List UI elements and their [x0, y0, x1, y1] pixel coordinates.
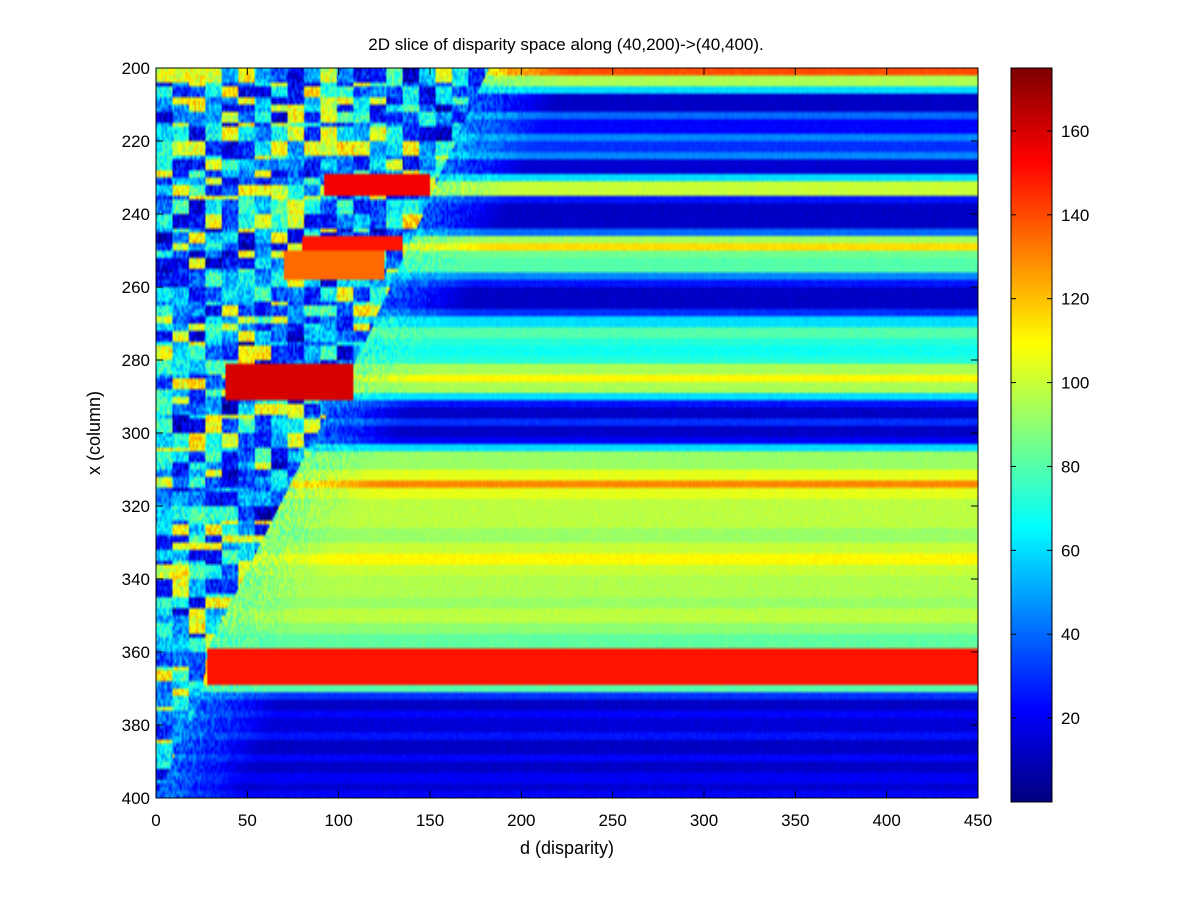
colorbar-tick-label: 60 — [1061, 541, 1080, 560]
y-tick-label: 200 — [122, 59, 150, 78]
colorbar-tick-label: 100 — [1061, 374, 1089, 393]
y-tick-label: 240 — [122, 205, 150, 224]
colorbar-frame — [1010, 67, 1053, 803]
colorbar: 20 40 60 80 100 120 140 160 — [1010, 67, 1089, 803]
colorbar-tick-label: 80 — [1061, 457, 1080, 476]
y-tick-label: 260 — [122, 278, 150, 297]
chart-title: 2D slice of disparity space along (40,20… — [368, 35, 763, 54]
y-tick-label: 300 — [122, 424, 150, 443]
x-tick-label: 200 — [507, 811, 535, 830]
y-tick-label: 320 — [122, 497, 150, 516]
x-tick-label: 100 — [324, 811, 352, 830]
x-tick-label: 350 — [781, 811, 809, 830]
y-tick-label: 340 — [122, 570, 150, 589]
x-axis-label: d (disparity) — [520, 838, 614, 858]
x-tick-label: 150 — [416, 811, 444, 830]
colorbar-ticks: 20 40 60 80 100 120 140 160 — [1011, 122, 1089, 728]
y-tick-label: 400 — [122, 789, 150, 808]
y-tick-label: 360 — [122, 643, 150, 662]
colorbar-gradient — [1011, 68, 1052, 802]
y-axis: 200 220 240 260 280 300 320 340 360 380 400 — [122, 59, 978, 808]
x-tick-label: 50 — [238, 811, 257, 830]
colorbar-tick-label: 120 — [1061, 290, 1089, 309]
y-tick-label: 220 — [122, 132, 150, 151]
heatmap-image — [156, 68, 978, 798]
x-tick-label: 400 — [872, 811, 900, 830]
y-axis-label: x (column) — [84, 391, 104, 475]
colorbar-tick-label: 160 — [1061, 122, 1089, 141]
y-tick-label: 380 — [122, 716, 150, 735]
x-tick-label: 300 — [690, 811, 718, 830]
colorbar-tick-label: 40 — [1061, 625, 1080, 644]
x-tick-label: 0 — [151, 811, 160, 830]
plot-area — [155, 67, 979, 799]
y-tick-label: 280 — [122, 351, 150, 370]
x-tick-label: 250 — [598, 811, 626, 830]
x-tick-label: 450 — [964, 811, 992, 830]
x-axis: 0 50 100 150 200 250 300 350 400 450 — [151, 68, 992, 830]
colorbar-tick-label: 140 — [1061, 206, 1089, 225]
colorbar-tick-label: 20 — [1061, 709, 1080, 728]
